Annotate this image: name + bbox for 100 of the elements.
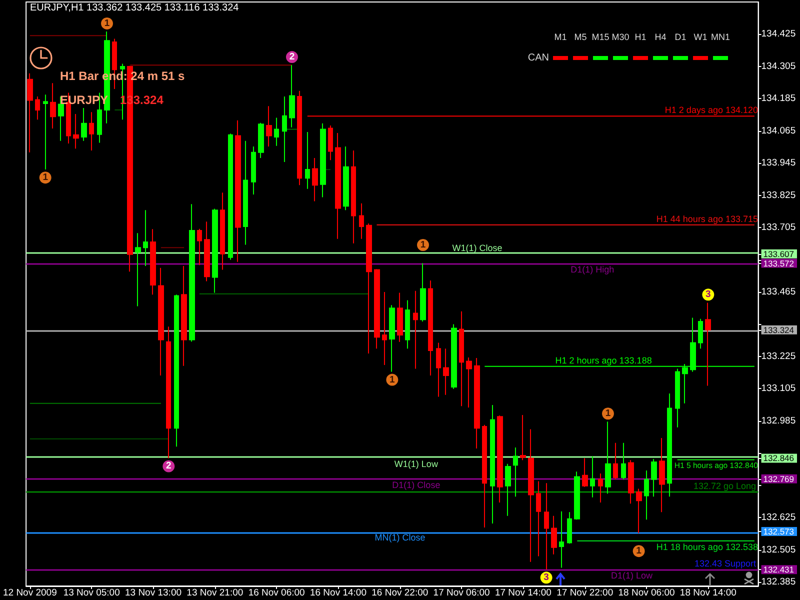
annotation: M1 bbox=[554, 32, 567, 42]
candlestick bbox=[335, 132, 341, 240]
text: 1 bbox=[42, 172, 48, 184]
candlestick bbox=[351, 150, 356, 244]
series-label: 2 bbox=[289, 52, 295, 63]
candlestick bbox=[251, 146, 256, 196]
candlestick bbox=[397, 292, 403, 342]
ref-line-label: D1(1) Close bbox=[392, 480, 440, 490]
x-tick-label: 13 Nov 21:00 bbox=[186, 588, 244, 598]
candlestick bbox=[651, 458, 657, 498]
candlestick bbox=[559, 510, 564, 568]
x-tick-label: 13 Nov 05:00 bbox=[63, 588, 120, 598]
candlestick bbox=[420, 262, 426, 322]
series-label: H1 2 hours ago 133.188 bbox=[555, 355, 652, 366]
annotation: D1 bbox=[674, 32, 686, 42]
candlestick bbox=[343, 146, 349, 211]
ref-line-label: D1(1) Low bbox=[610, 570, 653, 581]
x-tick-label: 17 Nov 14:00 bbox=[494, 588, 552, 598]
candlestick bbox=[389, 304, 395, 372]
y-tick-label: 132.985 bbox=[761, 415, 796, 426]
candlestick bbox=[582, 458, 588, 488]
ref-line-label: MN(1) Close bbox=[374, 532, 426, 542]
candlestick bbox=[567, 512, 572, 544]
candlestick bbox=[297, 90, 302, 186]
candlestick bbox=[43, 94, 48, 170]
x-tick-label: 18 Nov 14:00 bbox=[680, 588, 736, 598]
text: 1 bbox=[636, 546, 642, 557]
candlestick bbox=[528, 428, 534, 562]
candlestick bbox=[675, 368, 680, 428]
series-label: 3 bbox=[544, 572, 549, 584]
candlestick bbox=[667, 392, 672, 498]
candlestick bbox=[520, 414, 526, 461]
candlestick bbox=[50, 82, 56, 129]
candlestick bbox=[636, 488, 642, 534]
x-tick-label: 16 Nov 22:00 bbox=[372, 588, 428, 598]
candlestick bbox=[605, 421, 611, 494]
x-tick-label: 17 Nov 22:00 bbox=[556, 588, 614, 598]
candlestick bbox=[320, 122, 326, 198]
candlestick bbox=[197, 228, 202, 266]
candlestick bbox=[544, 482, 549, 570]
candlestick bbox=[204, 221, 210, 282]
text: 1 bbox=[390, 374, 395, 386]
candlestick bbox=[497, 415, 503, 503]
y-tick-label: 133.825 bbox=[761, 190, 796, 201]
y-tick-label: 132.431 bbox=[763, 564, 794, 575]
y-tick-label: 134.185 bbox=[761, 93, 796, 104]
candlestick bbox=[220, 192, 225, 270]
candlestick bbox=[274, 117, 279, 146]
candlestick bbox=[266, 106, 272, 147]
candlestick bbox=[305, 131, 310, 190]
annotation: H4 bbox=[654, 32, 666, 42]
annotation: W1 bbox=[694, 32, 708, 42]
chart-title: EURJPY,H1 133.362 133.425 133.116 133.324 bbox=[30, 2, 240, 14]
candlestick bbox=[158, 267, 164, 376]
candlestick bbox=[189, 204, 195, 342]
series-label: H1 18 hours ago 132.538 bbox=[656, 542, 758, 552]
x-tick-label: 16 Nov 06:00 bbox=[248, 588, 305, 598]
text: 1 bbox=[104, 18, 110, 29]
candlestick bbox=[698, 318, 703, 350]
candlestick bbox=[551, 515, 557, 555]
candlestick bbox=[436, 342, 441, 398]
y-tick-label: 132.505 bbox=[761, 544, 796, 556]
x-tick-label: 16 Nov 14:00 bbox=[310, 588, 366, 598]
annotation: 132.43 Support bbox=[694, 558, 756, 568]
candlestick bbox=[413, 290, 418, 370]
candlestick bbox=[613, 442, 618, 480]
candlestick bbox=[659, 438, 665, 513]
annotation: H1 bbox=[634, 32, 646, 42]
y-tick-label: 132.385 bbox=[761, 576, 796, 588]
candlestick bbox=[382, 291, 387, 366]
candlestick bbox=[374, 268, 380, 350]
candlestick bbox=[181, 265, 187, 366]
candlestick bbox=[174, 294, 179, 448]
candlestick bbox=[513, 446, 518, 498]
candlestick bbox=[451, 324, 457, 390]
candlestick bbox=[212, 208, 218, 294]
candlestick bbox=[598, 472, 603, 503]
y-tick-label: 133.705 bbox=[761, 222, 796, 234]
candlestick bbox=[166, 326, 171, 459]
y-tick-label: 133.572 bbox=[763, 258, 794, 268]
text: 2 bbox=[166, 460, 172, 472]
y-tick-label: 132.769 bbox=[763, 474, 794, 484]
candlestick bbox=[35, 96, 40, 120]
y-tick-label: 133.945 bbox=[761, 158, 796, 169]
series-label: H1 44 hours ago 133.715 bbox=[656, 214, 758, 224]
candlestick bbox=[621, 442, 626, 480]
candlestick bbox=[705, 302, 711, 386]
y-tick-label: 133.225 bbox=[761, 350, 796, 362]
annotation: MN1 bbox=[710, 32, 730, 42]
x-tick-label: 18 Nov 06:00 bbox=[618, 588, 675, 598]
series-label: H1 2 days ago 134.120 bbox=[664, 105, 758, 116]
x-tick-label: 13 Nov 13:00 bbox=[124, 588, 182, 598]
candlestick bbox=[628, 460, 634, 504]
y-tick-label: 133.324 bbox=[763, 324, 794, 335]
candlestick bbox=[312, 158, 318, 202]
candlestick bbox=[135, 232, 141, 307]
candlestick bbox=[505, 463, 511, 516]
annotation: CAN bbox=[528, 52, 549, 64]
candlestick bbox=[490, 404, 495, 524]
candlestick bbox=[289, 64, 295, 128]
